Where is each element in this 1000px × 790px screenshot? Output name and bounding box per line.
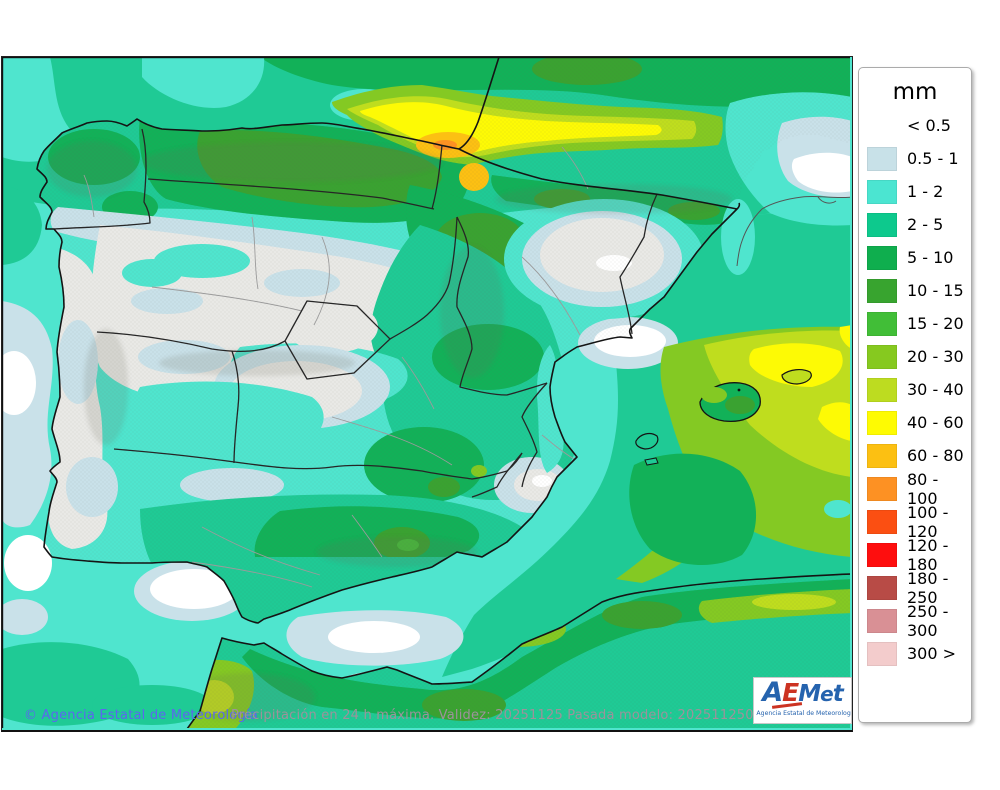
logo-letter-m: M [798, 681, 821, 707]
legend-label: 0.5 - 1 [907, 149, 959, 168]
legend-label: 30 - 40 [907, 380, 964, 399]
legend-swatch [867, 179, 897, 204]
legend-title: mm [892, 79, 938, 105]
legend-row: 100 - 120 [859, 502, 971, 541]
logo-letter-t: t [832, 681, 844, 707]
island-dot [737, 388, 741, 392]
legend-swatch [867, 476, 897, 501]
legend-row: 300 > [859, 637, 971, 670]
precipitation-map: © Agencia Estatal de Meteorología Precip… [1, 56, 853, 732]
legend-label: 1 - 2 [907, 182, 944, 201]
sea-emed-yellow3 [839, 325, 850, 348]
aemet-logo: AEMet Agencia Estatal de Meteorología [753, 677, 852, 724]
legend-row: 30 - 40 [859, 373, 971, 406]
legend-swatch [867, 278, 897, 303]
legend-label: 300 > [907, 644, 957, 663]
island-ibiza [635, 432, 659, 450]
legend-label: 2 - 5 [907, 215, 944, 234]
balearic-islands [635, 369, 812, 466]
lion-cyan-tongue [721, 199, 755, 275]
sea-atl-pale2 [2, 599, 48, 635]
legend-row: 5 - 10 [859, 241, 971, 274]
legend-row: 40 - 60 [859, 406, 971, 439]
legend-swatch [867, 608, 897, 633]
legend-row: 20 - 30 [859, 340, 971, 373]
map-canvas [2, 57, 850, 728]
legend-swatch [867, 443, 897, 468]
france-border [458, 148, 738, 210]
legend-label: 180 - 250 [907, 568, 949, 607]
africa-coast [186, 573, 850, 728]
legend-label: 250 - 300 [907, 601, 949, 640]
sea-emed-dark-tongue [629, 453, 757, 566]
legend-label: 60 - 80 [907, 446, 964, 465]
legend-row: 60 - 80 [859, 439, 971, 472]
legend-row-lt05: < 0.5 [859, 109, 971, 142]
island-menorca [781, 369, 812, 385]
sea-cadiz-white [150, 569, 238, 609]
island-formentera [644, 457, 659, 466]
sea-alboran-white [328, 621, 420, 653]
sea-atl-white2 [4, 535, 52, 591]
aemet-logo-subtitle: Agencia Estatal de Meteorología [756, 709, 852, 717]
legend-row: 2 - 5 [859, 208, 971, 241]
logo-letter-e: E [782, 678, 799, 707]
legend-label: < 0.5 [907, 116, 951, 135]
island-mallorca-lime [701, 387, 727, 403]
legend-swatch [867, 311, 897, 336]
legend-row: 1 - 2 [859, 175, 971, 208]
legend-label: 120 - 180 [907, 535, 949, 574]
legend-panel: mm < 0.5 0.5 - 1 1 - 2 2 - 5 5 - 10 10 -… [858, 67, 972, 723]
legend-label: 100 - 120 [907, 502, 949, 541]
legend-row: 180 - 250 [859, 568, 971, 607]
copyright-text: © Agencia Estatal de Meteorología [24, 708, 258, 723]
legend-swatch [867, 575, 897, 600]
france-med-coast [736, 195, 850, 267]
legend-swatch [867, 146, 897, 171]
sea-atl-green-nw [2, 185, 42, 265]
sea-cyan-top [142, 57, 265, 108]
logo-letter-a: A [762, 677, 783, 708]
legend-swatch [867, 344, 897, 369]
legend-swatch [867, 377, 897, 402]
legend-label: 5 - 10 [907, 248, 954, 267]
legend-row: 10 - 15 [859, 274, 971, 307]
legend-label: 80 - 100 [907, 469, 939, 508]
legend-swatch [867, 542, 897, 567]
sea-cyan-dot-east [824, 500, 850, 518]
legend-label: 40 - 60 [907, 413, 964, 432]
legend-row: 250 - 300 [859, 601, 971, 640]
legend-swatch [867, 641, 897, 666]
legend-swatch [867, 212, 897, 237]
region-borders [53, 128, 658, 498]
legend-row: 80 - 100 [859, 469, 971, 508]
sea-emed-yellow1 [749, 343, 843, 387]
legend-label: 20 - 30 [907, 347, 964, 366]
lion-white [791, 152, 850, 193]
island-mallorca-dark [725, 396, 755, 414]
sea-emed-yellow2 [818, 402, 850, 441]
logo-letter-e2: e [820, 682, 834, 706]
model-run-caption: Precipitación en 24 h máxima. Validez: 2… [231, 708, 763, 723]
legend-label: 15 - 20 [907, 314, 964, 333]
legend-row: 0.5 - 1 [859, 142, 971, 175]
sea-gulf-green [92, 685, 212, 725]
legend-swatch [867, 410, 897, 435]
coastlines [36, 57, 850, 728]
legend-row: 15 - 20 [859, 307, 971, 340]
legend-label: 10 - 15 [907, 281, 964, 300]
legend-swatch [867, 245, 897, 270]
legend-swatch [867, 509, 897, 534]
aemet-logo-letters: AEMet [754, 678, 851, 709]
sea-atl-white1 [2, 351, 36, 415]
map-border [2, 57, 850, 728]
legend-row: 120 - 180 [859, 535, 971, 574]
